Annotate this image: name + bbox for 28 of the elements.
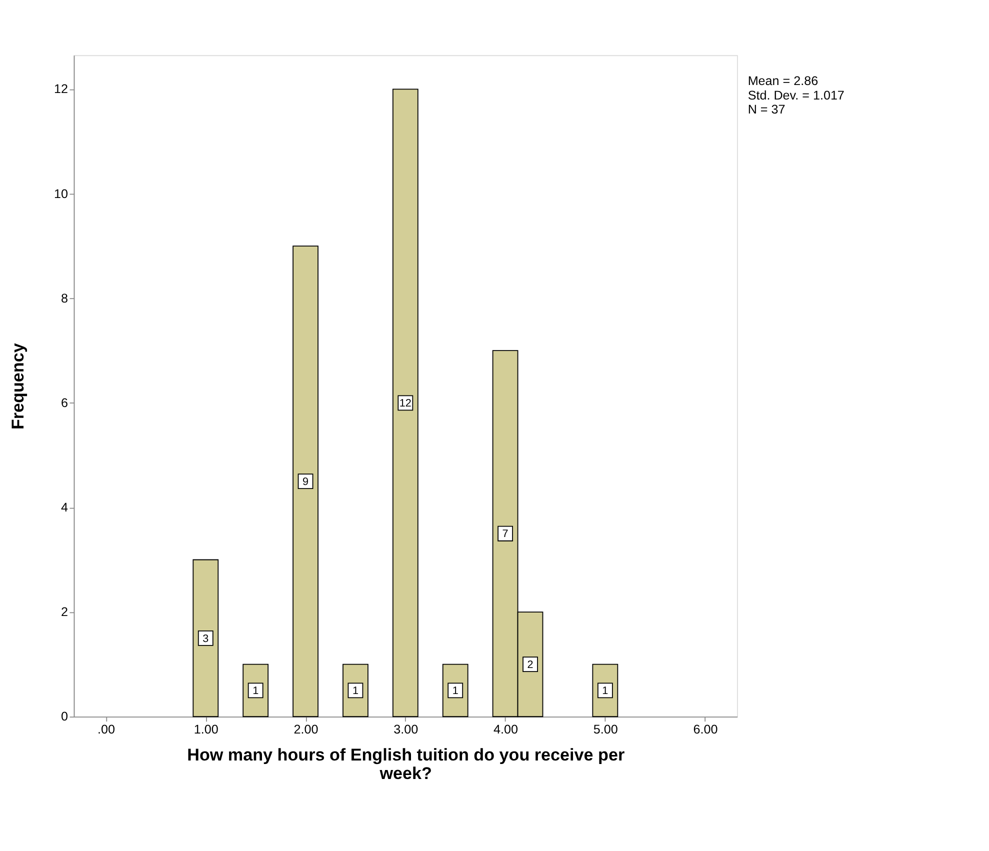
x-tick-label: 2.00: [294, 722, 318, 736]
y-axis-title: Frequency: [8, 342, 28, 430]
y-tick-label: 12: [54, 82, 68, 96]
text: Std. Dev. = 1.017: [748, 88, 844, 102]
data-label: 7: [502, 528, 508, 540]
y-tick-label: 10: [54, 186, 68, 201]
x-tick-label: 6.00: [693, 722, 718, 736]
y-tick-label: 0: [60, 710, 68, 724]
x-tick-label: 1.00: [194, 722, 218, 736]
x-tick-label: .00: [97, 722, 115, 736]
data-label: 1: [252, 685, 259, 698]
y-tick-label: 2: [60, 605, 68, 620]
x-tick-label: 4.00: [494, 722, 518, 736]
data-label: 2: [527, 658, 534, 671]
y-tick-label: 8: [60, 291, 68, 306]
y-tick-label: 4: [60, 500, 68, 515]
data-label: 12: [399, 397, 412, 410]
x-tick-label: 5.00: [593, 722, 618, 736]
y-tick-label: 6: [60, 396, 68, 410]
data-label: 9: [302, 476, 309, 488]
x-tick-label: 3.00: [394, 722, 418, 736]
data-label: 3: [202, 632, 209, 645]
data-label: 1: [452, 685, 458, 698]
text: Mean = 2.86: [748, 74, 818, 88]
x-axis-title: How many hours of English tuition do you receive per week?: [187, 745, 625, 784]
data-label: 1: [352, 685, 358, 698]
text: N = 37: [748, 102, 786, 117]
data-label: 1: [602, 685, 608, 698]
